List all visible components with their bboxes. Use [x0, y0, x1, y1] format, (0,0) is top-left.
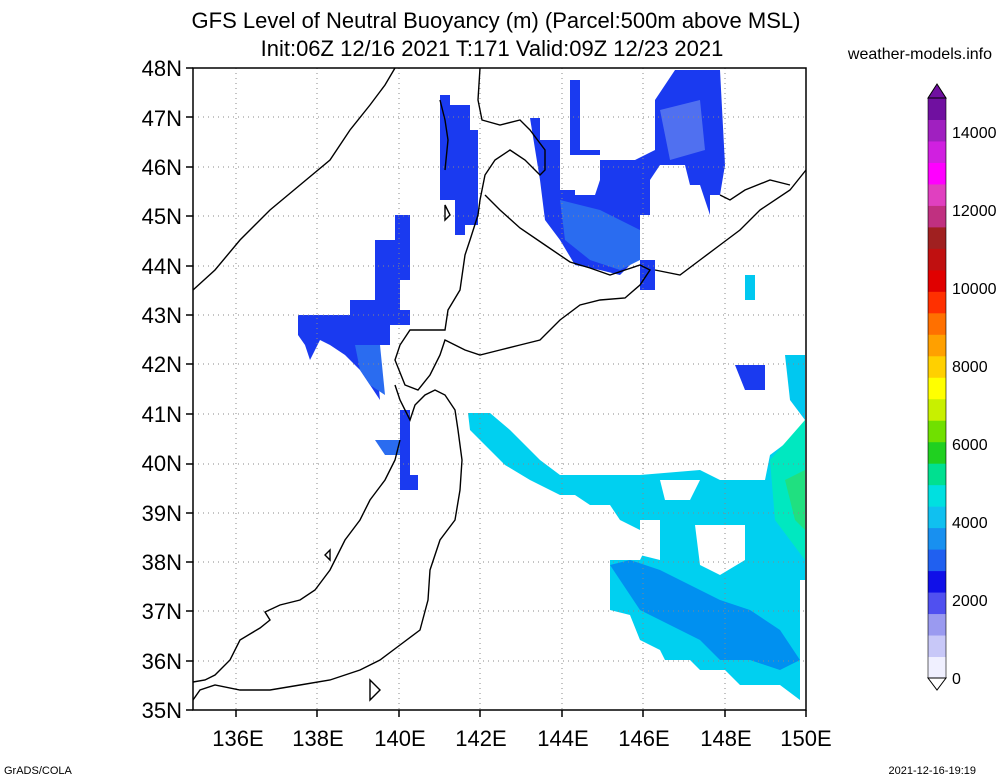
footer-credit: GrADS/COLA [4, 765, 72, 777]
longitude-ticks [235, 710, 807, 717]
colorbar-label: 0 [952, 671, 961, 688]
graticule [193, 68, 806, 710]
lon-label: 150E [780, 726, 831, 751]
colorbar-swatch [928, 549, 946, 572]
colorbar-swatch [928, 420, 946, 443]
map-title: GFS Level of Neutral Buoyancy (m) (Parce… [191, 8, 801, 33]
colorbar-labels: 14000 12000 10000 8000 6000 4000 2000 0 [952, 125, 997, 688]
coastlines [192, 67, 807, 702]
colorbar-label: 8000 [952, 359, 988, 376]
lnb-field-south [375, 275, 805, 700]
map-frame [192, 67, 807, 711]
lat-label: 36N [142, 649, 182, 674]
colorbar-swatch [928, 484, 946, 507]
lat-label: 41N [142, 402, 182, 427]
colorbar-swatch [928, 205, 946, 228]
colorbar-swatch [928, 441, 946, 464]
lnb-field-north [298, 70, 725, 400]
colorbar [927, 83, 947, 691]
colorbar-swatch [928, 183, 946, 206]
footer-timestamp: 2021-12-16-19:19 [888, 765, 976, 777]
lat-label: 46N [142, 155, 182, 180]
colorbar-swatch [928, 226, 946, 249]
colorbar-swatch [928, 592, 946, 615]
lat-label: 40N [142, 451, 182, 476]
lon-label: 136E [212, 726, 263, 751]
colorbar-swatch [928, 398, 946, 421]
colorbar-swatch [928, 527, 946, 550]
map-subtitle: Init:06Z 12/16 2021 T:171 Valid:09Z 12/2… [260, 36, 724, 61]
lat-label: 37N [142, 599, 182, 624]
lon-label: 146E [618, 726, 669, 751]
colorbar-swatch [928, 656, 946, 679]
lon-label: 144E [537, 726, 588, 751]
colorbar-swatch [928, 570, 946, 593]
colorbar-frame [927, 97, 947, 679]
lon-label: 138E [292, 726, 343, 751]
colorbar-swatch [928, 613, 946, 636]
longitude-labels: 136E 138E 140E 142E 144E 146E 148E 150E [212, 726, 831, 751]
lat-label: 42N [142, 352, 182, 377]
colorbar-label: 14000 [952, 125, 997, 142]
lat-label: 47N [142, 106, 182, 131]
lat-label: 39N [142, 501, 182, 526]
latitude-labels: 48N 47N 46N 45N 44N 43N 42N 41N 40N 39N … [142, 56, 182, 723]
lon-label: 148E [700, 726, 751, 751]
lon-label: 142E [455, 726, 506, 751]
colorbar-label: 4000 [952, 515, 988, 532]
colorbar-swatch [928, 291, 946, 314]
colorbar-label: 12000 [952, 203, 997, 220]
colorbar-max-arrow [927, 83, 947, 99]
lat-label: 43N [142, 303, 182, 328]
lat-label: 44N [142, 254, 182, 279]
colorbar-label: 2000 [952, 593, 988, 610]
lat-label: 48N [142, 56, 182, 81]
colorbar-label: 10000 [952, 281, 997, 298]
colorbar-swatch [928, 140, 946, 163]
colorbar-swatch [928, 312, 946, 335]
colorbar-swatch [928, 269, 946, 292]
colorbar-swatch [928, 635, 946, 658]
lat-label: 45N [142, 204, 182, 229]
colorbar-swatch [928, 463, 946, 486]
colorbar-label: 6000 [952, 437, 988, 454]
lon-label: 140E [374, 726, 425, 751]
colorbar-swatch [928, 377, 946, 400]
colorbar-swatch [928, 334, 946, 357]
colorbar-swatch [928, 506, 946, 529]
colorbar-swatch [928, 162, 946, 185]
colorbar-swatch [928, 119, 946, 142]
colorbar-swatch [928, 248, 946, 271]
site-label: weather-models.info [847, 46, 992, 63]
colorbar-min-arrow [927, 677, 947, 691]
colorbar-swatch [928, 98, 946, 120]
lat-label: 35N [142, 698, 182, 723]
latitude-ticks [186, 67, 193, 711]
colorbar-swatch [928, 355, 946, 378]
lat-label: 38N [142, 550, 182, 575]
